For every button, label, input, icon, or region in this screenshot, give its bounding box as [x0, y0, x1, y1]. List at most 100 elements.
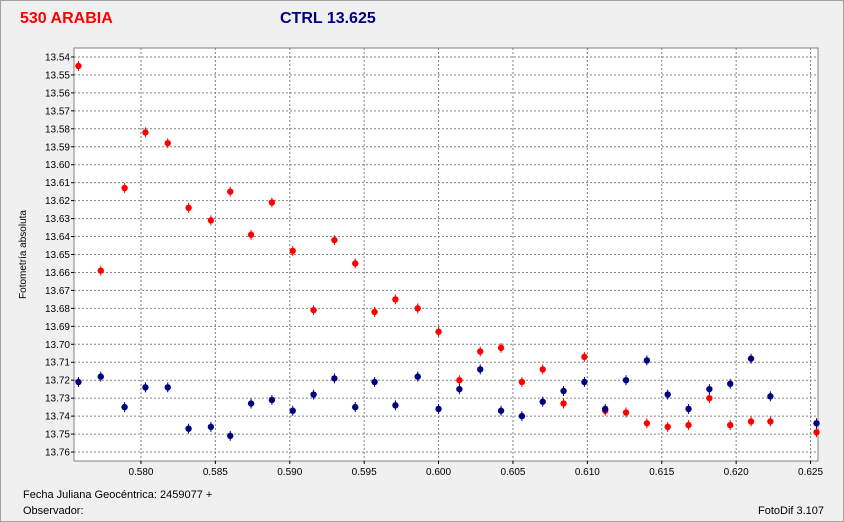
- variable-star-point: [164, 138, 171, 149]
- control-star-point: [560, 385, 567, 396]
- x-axis-ticks: 0.580 0.585 0.590 0.595 0.600 0.605 0.610 0.615…: [128, 467, 823, 478]
- variable-star-point: [75, 60, 82, 71]
- control-star-point: [747, 353, 755, 364]
- variable-star-point: [247, 229, 255, 240]
- control-star-point: [392, 400, 399, 411]
- y-tick-label: 13.57: [45, 106, 70, 117]
- y-tick-label: 13.75: [45, 430, 70, 441]
- control-star-point: [602, 403, 609, 414]
- y-tick-label: 13.59: [45, 142, 70, 153]
- variable-star-point: [121, 183, 128, 194]
- x-tick-label: 0.590: [277, 467, 302, 478]
- control-star-point: [289, 405, 296, 416]
- variable-star-point: [310, 305, 317, 316]
- y-tick-label: 13.69: [45, 322, 70, 333]
- y-tick-label: 13.55: [45, 70, 70, 81]
- variable-star-point: [622, 407, 630, 418]
- chart-title: 530 ARABIA: [20, 10, 113, 27]
- control-star-point: [352, 402, 359, 413]
- y-axis-ticks: 13.54 13.55 13.56 13.57 13.58 13.59 13.60 13.61…: [45, 52, 70, 458]
- x-tick-label: 0.610: [575, 467, 600, 478]
- variable-star-point: [560, 398, 567, 409]
- control-star-point: [371, 376, 378, 387]
- variable-star-point: [706, 393, 713, 404]
- y-tick-label: 13.72: [45, 376, 70, 387]
- control-star-point: [414, 371, 421, 382]
- y-tick-label: 13.71: [45, 358, 70, 369]
- software-version: FotoDif 3.107: [758, 505, 825, 517]
- control-star-point: [185, 423, 192, 434]
- x-tick-label: 0.625: [798, 467, 823, 478]
- control-star-point: [643, 355, 651, 366]
- y-tick-label: 13.65: [45, 250, 70, 261]
- y-tick-label: 13.68: [45, 304, 70, 315]
- control-star-point: [164, 382, 171, 393]
- control-star-point: [581, 376, 588, 387]
- y-tick-label: 13.56: [45, 88, 70, 99]
- control-star-point: [247, 398, 255, 409]
- variable-star-point: [813, 427, 820, 438]
- date-label: Fecha Juliana Geocéntrica:: [23, 489, 157, 501]
- control-star-point: [227, 430, 234, 441]
- control-star-point: [268, 394, 276, 405]
- control-star-point: [477, 364, 484, 375]
- y-axis-label: Fotometría absoluta: [18, 210, 29, 299]
- variable-star-point: [289, 245, 296, 256]
- y-tick-label: 13.60: [45, 160, 70, 171]
- y-tick-label: 13.61: [45, 178, 70, 189]
- x-tick-label: 0.605: [500, 467, 525, 478]
- control-star-point: [622, 375, 630, 386]
- variable-star-point: [371, 306, 378, 317]
- y-tick-label: 13.63: [45, 214, 70, 225]
- x-tick-label: 0.615: [649, 467, 674, 478]
- variable-star-point: [185, 202, 192, 213]
- y-tick-label: 13.76: [45, 448, 70, 459]
- variable-star-point: [392, 294, 399, 305]
- control-star-point: [331, 373, 338, 384]
- data-points: [75, 60, 820, 441]
- control-star-point: [497, 405, 505, 416]
- control-star-point: [518, 411, 526, 422]
- y-tick-label: 13.58: [45, 124, 70, 135]
- control-star-point: [435, 403, 442, 414]
- observer-label: Observador:: [23, 505, 84, 517]
- variable-star-point: [268, 197, 276, 208]
- x-tick-label: 0.600: [426, 467, 451, 478]
- control-star-point: [539, 396, 546, 407]
- variable-star-point: [643, 418, 651, 429]
- variable-star-point: [414, 303, 421, 314]
- y-tick-label: 13.70: [45, 340, 70, 351]
- control-star-point: [97, 371, 104, 382]
- control-star-point: [456, 384, 463, 395]
- date-value: 2459077 +: [159, 489, 213, 501]
- x-tick-label: 0.620: [724, 467, 749, 478]
- x-tick-label: 0.585: [203, 467, 228, 478]
- control-star-point: [685, 403, 692, 414]
- y-tick-label: 13.64: [45, 232, 70, 243]
- y-tick-label: 13.62: [45, 196, 70, 207]
- control-star-point: [727, 378, 734, 389]
- x-tick-label: 0.595: [352, 467, 377, 478]
- variable-star-point: [435, 326, 442, 337]
- variable-star-point: [685, 420, 692, 431]
- control-star-point: [706, 384, 713, 395]
- control-star-label: CTRL 13.625: [280, 10, 376, 27]
- variable-star-point: [581, 351, 588, 362]
- control-star-point: [310, 389, 317, 400]
- control-star-point: [142, 382, 149, 393]
- variable-star-point: [227, 186, 234, 197]
- variable-star-point: [497, 342, 505, 353]
- y-tick-label: 13.74: [45, 412, 70, 423]
- variable-star-point: [97, 265, 104, 276]
- control-star-point: [121, 402, 128, 413]
- control-star-point: [75, 376, 82, 387]
- y-tick-label: 13.67: [45, 286, 70, 297]
- variable-star-point: [331, 235, 338, 246]
- date-footer: Fecha Juliana Geocéntrica: 2459077 +: [23, 489, 212, 501]
- y-tick-label: 13.54: [45, 52, 70, 63]
- variable-star-point: [518, 376, 526, 387]
- variable-star-point: [456, 375, 463, 386]
- grid: [71, 48, 818, 464]
